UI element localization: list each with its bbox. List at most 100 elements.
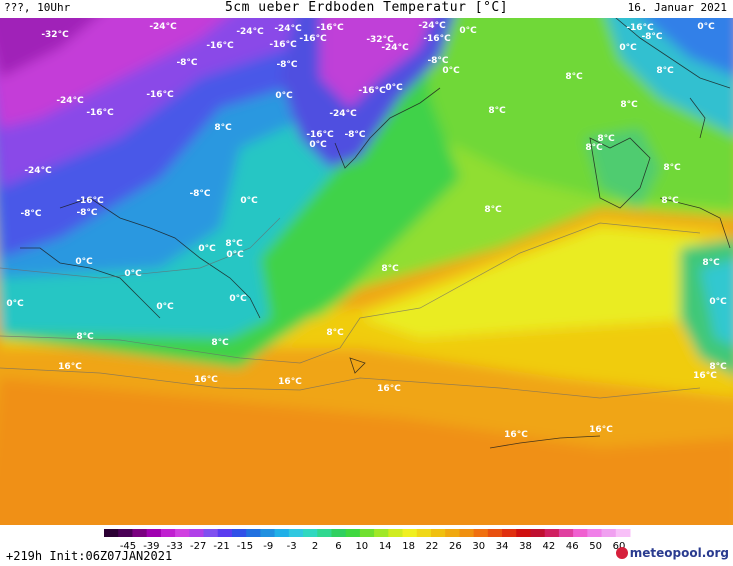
- temperature-label: 16°C: [377, 384, 401, 394]
- meteopool-logo[interactable]: meteopool.org: [615, 546, 729, 560]
- legend-tick-label: 34: [496, 541, 509, 552]
- legend-color-swatch: [260, 529, 276, 537]
- header-bar: ???, 10Uhr 5cm ueber Erdboden Temperatur…: [0, 0, 733, 18]
- temperature-map: -32°C-24°C -24°C -24°C -16°C -24°C -16°C 0°C-1…: [0, 18, 733, 525]
- temperature-label: 8°C: [488, 106, 506, 116]
- temperature-label: 16°C: [589, 425, 613, 435]
- temperature-label: 0°C: [124, 269, 142, 279]
- legend-color-swatch: [317, 529, 332, 537]
- temperature-label: 8°C: [656, 66, 674, 76]
- legend-tick-label: 2: [312, 541, 318, 552]
- legend-tick-label: 26: [449, 541, 462, 552]
- temperature-label: -16°C: [86, 108, 114, 118]
- temperature-label: -24°C: [381, 43, 409, 53]
- legend-color-swatch: [303, 529, 318, 537]
- temperature-label: 8°C: [484, 205, 502, 215]
- legend-color-swatch: [104, 529, 119, 537]
- legend-color-swatch: [487, 529, 503, 537]
- temperature-label: 0°C: [459, 26, 477, 36]
- temperature-label: 0°C: [198, 244, 216, 254]
- temperature-label: 8°C: [597, 134, 615, 144]
- contour-lines: [0, 217, 701, 399]
- temperature-label: -24°C: [274, 24, 302, 34]
- legend-tick-label: 50: [589, 541, 602, 552]
- temperature-label: -16°C: [626, 23, 654, 33]
- map-title: 5cm ueber Erdboden Temperatur [°C]: [224, 0, 509, 15]
- temperature-label: 8°C: [620, 100, 638, 110]
- temperature-label: -8°C: [189, 189, 210, 199]
- temperature-label: 16°C: [58, 362, 82, 372]
- legend-tick-label: 46: [566, 541, 579, 552]
- temperature-label: -24°C: [418, 21, 446, 31]
- legend-color-swatch: [416, 529, 432, 537]
- temperature-label: 16°C: [504, 430, 528, 440]
- legend-color-swatch: [430, 529, 446, 537]
- legend-color-swatch: [587, 529, 603, 537]
- legend-tick-label: -9: [263, 541, 273, 552]
- legend-color-swatch: [615, 529, 631, 537]
- legend-color-swatch: [331, 529, 347, 537]
- temperature-label: 0°C: [229, 294, 247, 304]
- legend-tick-label: -27: [190, 541, 206, 552]
- temperature-label: -8°C: [344, 130, 365, 140]
- legend-color-swatch: [288, 529, 304, 537]
- legend-tick-label: -3: [287, 541, 297, 552]
- temperature-label: 16°C: [194, 375, 218, 385]
- temperature-label: 8°C: [76, 332, 94, 342]
- temperature-label: 0°C: [309, 140, 327, 150]
- temperature-label: -24°C: [149, 22, 177, 32]
- model-run-info: +219h Init:06Z07JAN2021: [6, 549, 173, 563]
- temperature-label: 16°C: [693, 371, 717, 381]
- temperature-label: -16°C: [358, 86, 386, 96]
- temperature-label: 0°C: [385, 83, 403, 93]
- legend-color-swatch: [246, 529, 261, 537]
- temperature-label: -16°C: [316, 23, 344, 33]
- temperature-label: 0°C: [619, 43, 637, 53]
- temperature-label: -8°C: [641, 32, 662, 42]
- temperature-label: 8°C: [663, 163, 681, 173]
- temperature-label: 8°C: [709, 362, 727, 372]
- temperature-label: 8°C: [661, 196, 679, 206]
- temperature-label: 0°C: [226, 250, 244, 260]
- temperature-label: -24°C: [56, 96, 84, 106]
- legend-tick-label: 10: [355, 541, 368, 552]
- temperature-label: 8°C: [565, 72, 583, 82]
- legend-color-swatch: [203, 529, 219, 537]
- legend-color-swatch: [132, 529, 148, 537]
- temperature-label: -24°C: [236, 27, 264, 37]
- temperature-label: 0°C: [6, 299, 24, 309]
- legend-tick-label: -21: [213, 541, 229, 552]
- legend-tick-label: -15: [237, 541, 253, 552]
- legend-color-swatch: [146, 529, 162, 537]
- legend-color-swatch: [175, 529, 190, 537]
- temperature-label: -8°C: [20, 209, 41, 219]
- legend-color-swatch: [374, 529, 389, 537]
- logo-text: meteopool.org: [629, 546, 729, 560]
- legend-tick-label: 42: [542, 541, 555, 552]
- legend-tick-label: -33: [167, 541, 183, 552]
- legend-color-swatch: [359, 529, 375, 537]
- temperature-label: -16°C: [299, 34, 327, 44]
- temperature-label: 8°C: [702, 258, 720, 268]
- legend-color-swatch: [217, 529, 233, 537]
- legend-tick-label: 30: [472, 541, 485, 552]
- legend-color-swatch: [459, 529, 475, 537]
- legend-tick-label: -39: [143, 541, 159, 552]
- temperature-label: 0°C: [275, 91, 293, 101]
- legend-color-swatch: [601, 529, 617, 537]
- legend-color-swatch: [160, 529, 176, 537]
- temperature-label: 0°C: [442, 66, 460, 76]
- legend-color-swatch: [345, 529, 361, 537]
- temperature-label: -16°C: [76, 196, 104, 206]
- legend-tick-label: 38: [519, 541, 532, 552]
- color-scale-legend: -45 -39 -33 -27 -21 -15 -9 -3 2 6 10 14 18 22 26 30 34 38…: [104, 529, 631, 552]
- temperature-labels: -32°C-24°C -24°C -24°C -16°C -24°C -16°C 0°C-1…: [6, 21, 727, 440]
- legend-color-swatch: [118, 529, 133, 537]
- meteopool-logo-icon: [615, 547, 628, 559]
- temperature-label: -8°C: [427, 56, 448, 66]
- temperature-label: -8°C: [76, 208, 97, 218]
- temperature-label: -16°C: [306, 130, 334, 140]
- temperature-label: 0°C: [240, 196, 258, 206]
- temperature-label: 8°C: [585, 143, 603, 153]
- legend-color-swatch: [388, 529, 404, 537]
